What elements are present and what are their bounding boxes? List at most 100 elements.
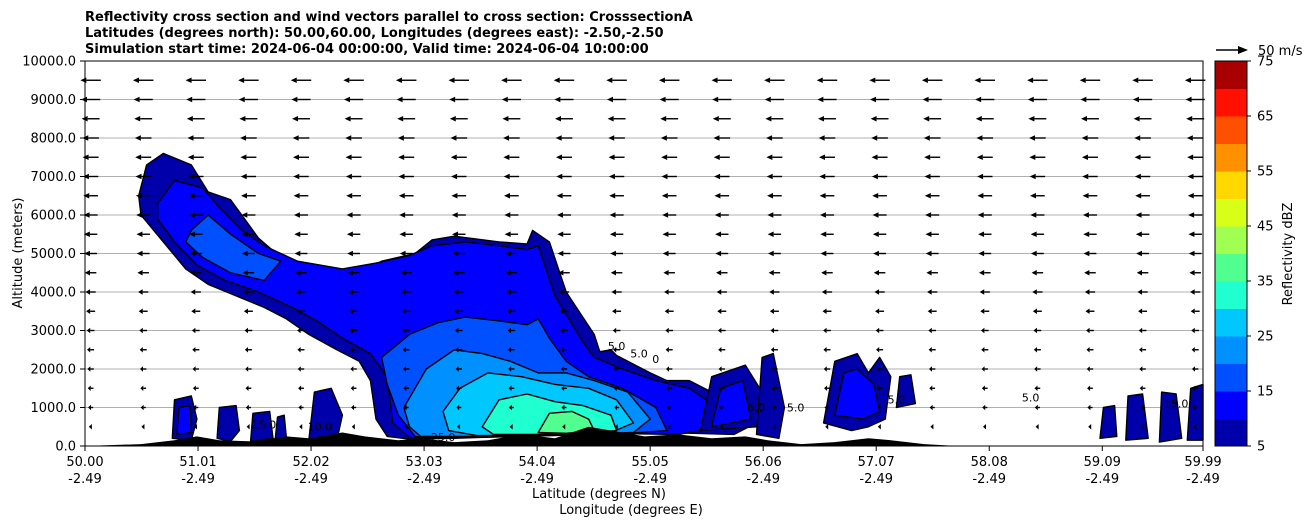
y-tick-label: 4000.0 <box>31 286 77 301</box>
wind-vector <box>823 327 831 334</box>
contour-labels: 15.0 10.0 25.0 5.0 5.0 0 5.0 5.0 5.0 5.0 15.0 <box>252 340 1189 444</box>
wind-key-arrow-icon <box>1238 46 1248 54</box>
x-tick-lon-label: -2.49 <box>972 472 1006 487</box>
wind-vector <box>819 173 835 180</box>
wind-vector <box>88 404 94 411</box>
wind-vector <box>1083 250 1097 257</box>
wind-vector <box>614 423 618 430</box>
wind-vector <box>557 250 571 257</box>
wind-vector <box>449 96 469 103</box>
wind-vector <box>870 115 889 122</box>
wind-vector <box>872 192 887 199</box>
wind-vector <box>1187 173 1203 180</box>
wind-vector <box>343 77 364 84</box>
wind-vector <box>402 327 411 334</box>
wind-vector <box>346 231 361 238</box>
wind-vector <box>1185 96 1205 103</box>
wind-vector <box>403 404 409 411</box>
wind-vector <box>451 173 467 180</box>
contour-label: 5.0 <box>748 401 766 414</box>
wind-vector <box>346 192 361 199</box>
wind-vector <box>660 115 679 122</box>
wind-vector <box>189 250 203 257</box>
wind-vector <box>1188 212 1203 218</box>
wind-vector <box>667 423 671 430</box>
wind-vector <box>1190 308 1200 315</box>
wind-vector <box>1033 346 1041 353</box>
wind-vector <box>1134 154 1151 161</box>
wind-vector <box>1081 135 1099 141</box>
wind-vector <box>556 212 572 218</box>
x-tick-lon-label: -2.49 <box>1186 472 1220 487</box>
wind-vector <box>816 77 838 84</box>
x-tick-lon-label: -2.49 <box>1085 472 1119 487</box>
reflectivity-region <box>1125 393 1149 441</box>
wind-vector <box>560 327 568 334</box>
wind-vector <box>1032 289 1043 295</box>
wind-vector <box>398 192 414 199</box>
wind-vector <box>188 192 204 199</box>
wind-vector <box>1087 385 1093 392</box>
wind-vector <box>1140 423 1144 430</box>
wind-vector <box>1140 404 1146 411</box>
wind-vector <box>1080 96 1100 103</box>
wind-vector <box>717 308 727 315</box>
wind-vector <box>297 327 305 334</box>
wind-vector <box>1085 308 1095 315</box>
reflectivity-region <box>274 414 288 439</box>
wind-vector <box>508 385 515 392</box>
wind-vector <box>243 308 253 315</box>
wind-vector <box>351 404 357 411</box>
wind-vector <box>1034 366 1041 372</box>
wind-vector <box>191 308 201 315</box>
wind-vector <box>663 269 675 276</box>
wind-vector <box>875 327 884 334</box>
wind-vector <box>821 289 833 295</box>
wind-vector <box>299 423 303 430</box>
colorbar-tick-label: 35 <box>1257 275 1274 290</box>
colorbar-segment <box>1215 281 1247 309</box>
wind-vector <box>298 404 304 411</box>
wind-vector <box>873 269 886 276</box>
reflectivity-region <box>1186 383 1204 441</box>
wind-vector <box>1188 231 1202 238</box>
wind-vector <box>398 173 414 180</box>
reflectivity-region <box>537 410 595 434</box>
wind-vector <box>664 308 674 315</box>
wind-vector <box>661 192 677 199</box>
reflectivity-region <box>249 410 274 443</box>
wind-vector <box>507 346 515 353</box>
wind-vector <box>1136 250 1149 257</box>
wind-vector <box>1030 250 1044 257</box>
wind-vector <box>873 250 886 257</box>
wind-vector <box>1027 77 1048 84</box>
colorbar-segment <box>1215 253 1247 282</box>
wind-vector <box>502 115 521 122</box>
wind-vector <box>295 269 307 276</box>
wind-vector <box>877 404 883 411</box>
wind-vector <box>720 423 724 430</box>
wind-vector <box>137 269 149 276</box>
wind-vector <box>84 269 97 276</box>
wind-vector <box>245 366 252 372</box>
wind-vector <box>926 269 938 276</box>
wind-vector <box>1186 135 1204 141</box>
wind-vector <box>191 327 200 334</box>
wind-vector <box>1082 192 1098 199</box>
wind-vector <box>344 115 363 122</box>
wind-vector <box>820 231 834 238</box>
wind-vector <box>718 346 726 353</box>
wind-vector <box>350 385 357 392</box>
reflectivity-region <box>755 352 786 439</box>
x-tick-lon-label: -2.49 <box>294 472 328 487</box>
wind-vector <box>558 269 570 276</box>
wind-vector <box>715 250 729 257</box>
wind-vector <box>83 212 98 218</box>
wind-vector <box>822 308 832 315</box>
reflectivity-region <box>176 404 193 436</box>
wind-vector <box>712 96 732 103</box>
wind-vector <box>453 289 464 295</box>
wind-vector <box>981 346 989 353</box>
wind-vector <box>1191 346 1199 353</box>
wind-vector <box>555 154 572 161</box>
